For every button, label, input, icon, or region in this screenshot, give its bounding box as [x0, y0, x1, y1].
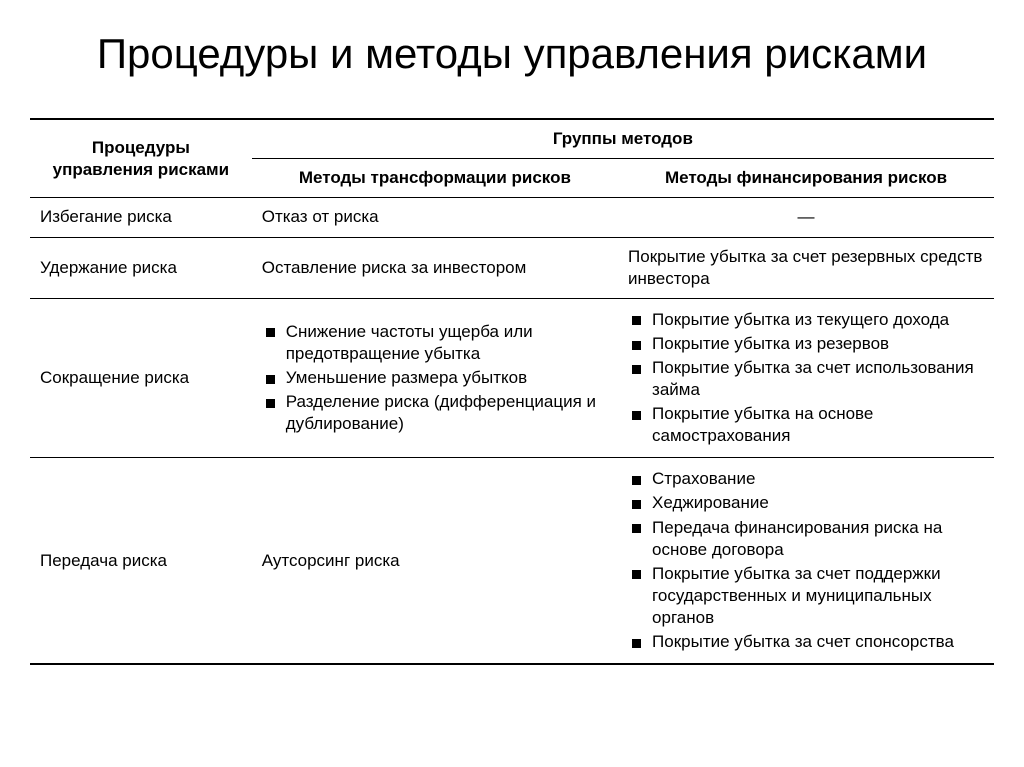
list-item: Покрытие убытка за счет поддержки госуда… — [632, 563, 984, 629]
cell-transformation: Снижение частоты ущерба или предотвращен… — [252, 298, 618, 458]
list-item: Покрытие убытка за счет использования за… — [632, 357, 984, 401]
list-item: Покрытие убытка из резервов — [632, 333, 984, 355]
cell-procedure: Удержание риска — [30, 237, 252, 298]
cell-transformation: Оставление риска за инвестором — [252, 237, 618, 298]
cell-procedure: Передача риска — [30, 458, 252, 664]
cell-transformation: Отказ от риска — [252, 198, 618, 237]
list-item: Уменьшение размера убытков — [266, 367, 608, 389]
list-item: Передача финансирования риска на основе … — [632, 517, 984, 561]
header-transformation: Методы трансформации рисков — [252, 159, 618, 198]
header-financing: Методы финансирования рисков — [618, 159, 994, 198]
table-row: Избегание рискаОтказ от риска— — [30, 198, 994, 237]
table-row: Удержание рискаОставление риска за инвес… — [30, 237, 994, 298]
header-procedures: Процедуры управления рисками — [30, 119, 252, 198]
cell-financing: Покрытие убытка из текущего доходаПокрыт… — [618, 298, 994, 458]
cell-financing: — — [618, 198, 994, 237]
table-body: Избегание рискаОтказ от риска—Удержание … — [30, 198, 994, 664]
header-group: Группы методов — [252, 119, 994, 159]
list-item: Снижение частоты ущерба или предотвращен… — [266, 321, 608, 365]
list-item: Разделение риска (дифференциация и дубли… — [266, 391, 608, 435]
list-item: Страхование — [632, 468, 984, 490]
list-item: Покрытие убытка на основе самостраховани… — [632, 403, 984, 447]
cell-procedure: Избегание риска — [30, 198, 252, 237]
cell-financing: Покрытие убытка за счет резервных средст… — [618, 237, 994, 298]
methods-table: Процедуры управления рисками Группы мето… — [30, 118, 994, 665]
list-item: Покрытие убытка из текущего дохода — [632, 309, 984, 331]
table-row: Сокращение риска Снижение частоты ущерба … — [30, 298, 994, 458]
cell-transformation: Аутсорсинг риска — [252, 458, 618, 664]
page-title: Процедуры и методы управления рисками — [30, 30, 994, 78]
table-row: Передача рискаАутсорсинг рискаСтраховани… — [30, 458, 994, 664]
cell-financing: СтрахованиеХеджирование Передача финансир… — [618, 458, 994, 664]
list-item: Покрытие убытка за счет спонсорства — [632, 631, 984, 653]
cell-procedure: Сокращение риска — [30, 298, 252, 458]
list-item: Хеджирование — [632, 492, 984, 514]
